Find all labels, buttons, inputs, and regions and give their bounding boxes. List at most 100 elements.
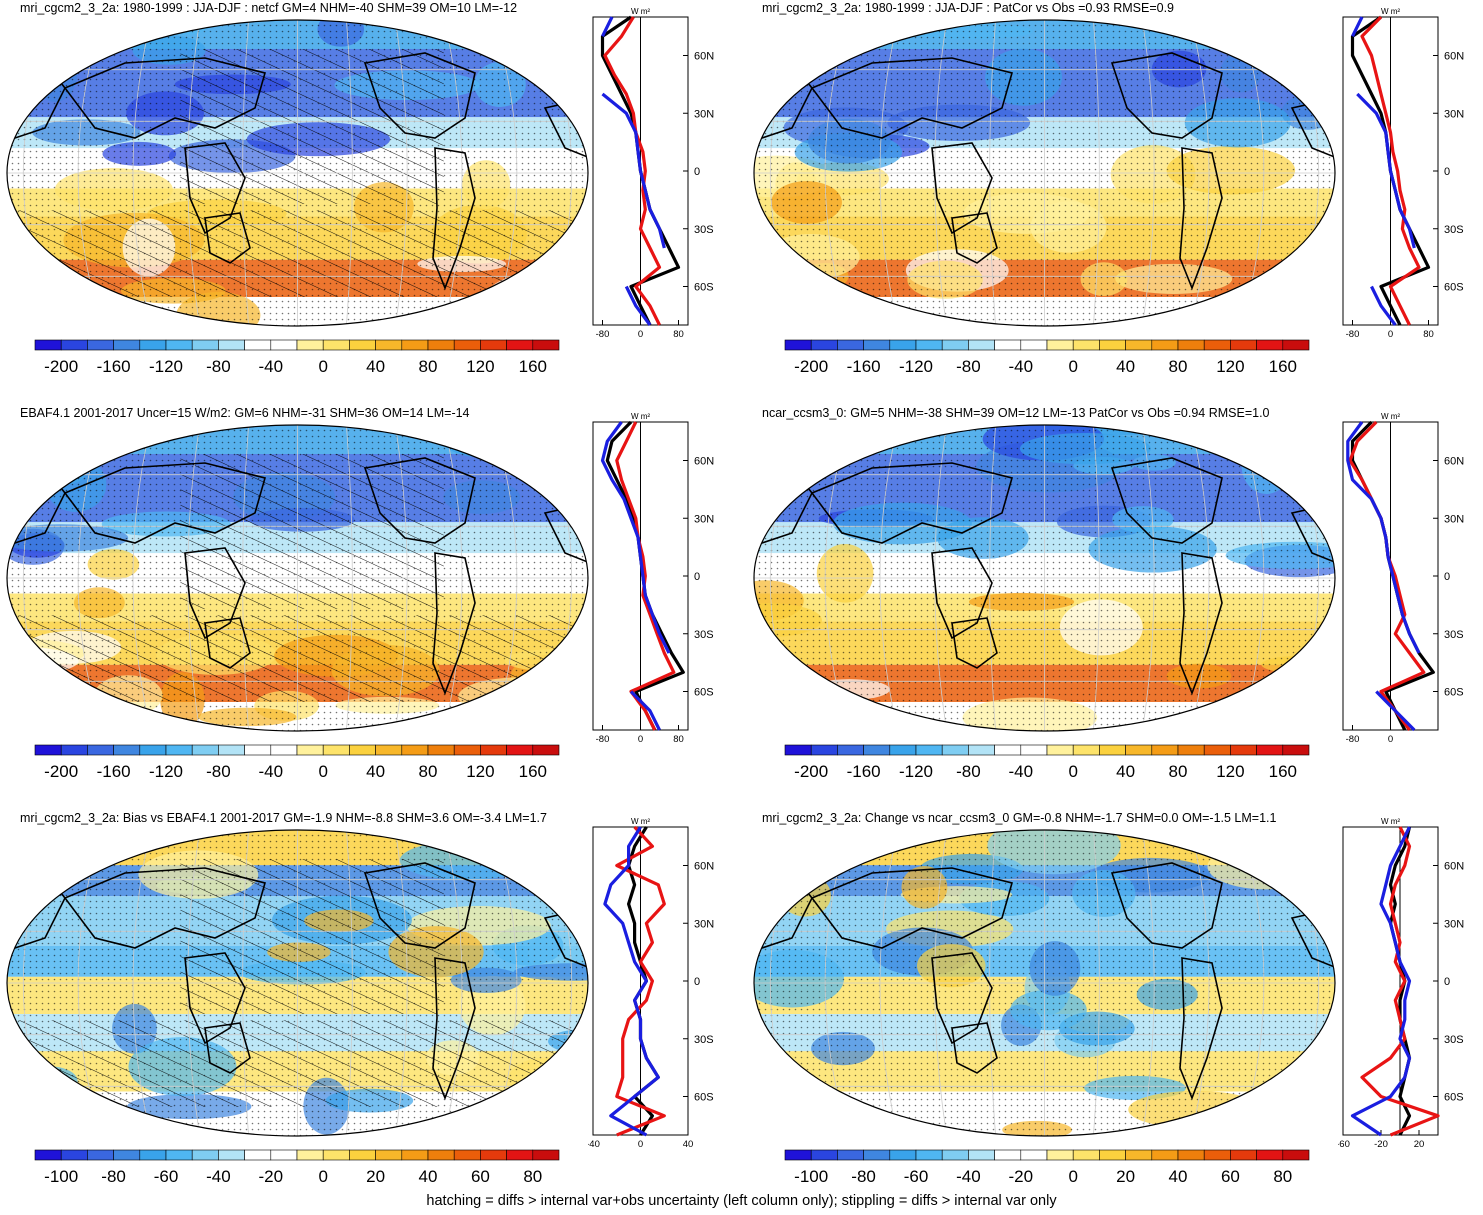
zonal-series-red: [1348, 420, 1426, 731]
colorbar-tick-label: -160: [847, 762, 881, 781]
zonal-unit-label: W m²: [1381, 7, 1400, 16]
zonal-series-red: [1360, 826, 1440, 1137]
colorbar-tick-label: 120: [1216, 762, 1244, 781]
panel-title-p5: mri_cgcm2_3_2a: Bias vs EBAF4.1 2001-201…: [20, 811, 547, 825]
panel-title-p2: mri_cgcm2_3_2a: 1980-1999 : JJA-DJF : Pa…: [762, 1, 1174, 15]
zonal-unit-label: W m²: [1381, 412, 1400, 421]
colorbar-tick-label: -40: [206, 1167, 231, 1186]
colorbar-swatch: [1203, 744, 1231, 756]
colorbar-tick-label: 80: [1169, 762, 1188, 781]
colorbar-swatch: [915, 339, 943, 351]
colorbar-swatch: [1072, 744, 1100, 756]
colorbar-tick-label: -120: [899, 762, 933, 781]
panel-title-p4: ncar_ccsm3_0: GM=5 NHM=-38 SHM=39 OM=12 …: [762, 406, 1270, 420]
colorbar-swatch: [1282, 744, 1310, 756]
colorbar-swatch: [1203, 339, 1231, 351]
colorbar-swatch: [165, 744, 193, 756]
colorbar-swatch: [994, 339, 1022, 351]
colorbar-tick-label: 80: [1169, 357, 1188, 376]
colorbar-tick-label: -200: [794, 762, 828, 781]
zonal-lat-tick-label: 60N: [1444, 51, 1464, 63]
panel-title-p3: EBAF4.1 2001-2017 Uncer=15 W/m2: GM=6 NH…: [20, 406, 470, 420]
figure-footnote: hatching = diffs > internal var+obs unce…: [426, 1193, 1057, 1209]
colorbar-tick-label: 160: [1269, 357, 1297, 376]
zonal-lat-tick-label: 30N: [1444, 918, 1464, 930]
colorbar-tick-label: 80: [523, 1167, 542, 1186]
colorbar-tick-label: 80: [1273, 1167, 1292, 1186]
colorbar-tick-label: -20: [1009, 1167, 1034, 1186]
colorbar-tick-label: -20: [259, 1167, 284, 1186]
colorbar-swatch: [480, 339, 507, 351]
colorbar-swatch: [915, 744, 943, 756]
zonal-series-red: [615, 421, 676, 731]
zonal-plot-p5: W m² -40 0 40 60N 30N 0 30S 60S: [588, 817, 714, 1150]
colorbar-swatch: [1177, 1149, 1205, 1161]
colorbar-swatch: [480, 744, 507, 756]
colorbar-swatch: [1125, 339, 1153, 351]
zonal-xtick-label: 20: [1414, 1139, 1425, 1150]
colorbar-tick-label: -160: [847, 357, 881, 376]
colorbar-tick-label: 60: [1221, 1167, 1240, 1186]
colorbar-swatch: [218, 339, 245, 351]
map-p1: [6, 19, 589, 327]
colorbar-swatch: [401, 1149, 429, 1161]
colorbar-swatch: [60, 339, 88, 351]
zonal-xtick-label: 40: [683, 1139, 694, 1150]
colorbar-swatch: [863, 339, 891, 351]
colorbar-swatch: [218, 744, 245, 756]
colorbar-tick-label: -80: [101, 1167, 126, 1186]
colorbar-tick-label: -60: [154, 1167, 179, 1186]
colorbar-swatch: [139, 744, 167, 756]
zonal-lat-tick-label: 0: [1444, 976, 1450, 988]
colorbar-p5: -100-80-60-40-20020406080100: [34, 1149, 560, 1186]
zonal-series-red: [615, 825, 666, 1137]
colorbar-swatch: [1072, 1149, 1100, 1161]
colorbar-p1: -200-160-120-80-4004080120160200: [34, 339, 560, 376]
zonal-lat-tick-label: 30N: [694, 513, 714, 525]
zonal-series-blue: [1350, 826, 1412, 1137]
zonal-lat-tick-label: 0: [1444, 571, 1450, 583]
colorbar-swatch: [506, 1149, 534, 1161]
zonal-lat-tick-label: 60N: [1444, 861, 1464, 873]
colorbar-swatch: [1282, 339, 1310, 351]
colorbar-tick-label: -40: [259, 357, 284, 376]
zonal-series-red: [1360, 15, 1421, 326]
colorbar-swatch: [532, 339, 560, 351]
panel-title-p6: mri_cgcm2_3_2a: Change vs ncar_ccsm3_0 G…: [762, 811, 1277, 825]
colorbar-swatch: [994, 1149, 1022, 1161]
colorbar-swatch: [139, 1149, 167, 1161]
zonal-xtick-label: 0: [638, 329, 643, 340]
zonal-xtick-label: 80: [673, 734, 684, 745]
zonal-lat-tick-label: 60N: [694, 861, 714, 873]
colorbar-tick-label: 0: [1068, 357, 1077, 376]
zonal-xtick-label: 0: [638, 1139, 643, 1150]
colorbar-swatch: [968, 1149, 995, 1161]
colorbar-swatch: [784, 1149, 812, 1161]
colorbar-swatch: [453, 744, 481, 756]
colorbar-tick-label: 0: [1068, 762, 1077, 781]
colorbar-swatch: [994, 744, 1022, 756]
colorbar-tick-label: -40: [259, 762, 284, 781]
colorbar-p2: -200-160-120-80-4004080120160200: [784, 339, 1310, 376]
colorbar-tick-label: -80: [851, 1167, 876, 1186]
colorbar-swatch: [941, 339, 969, 351]
zonal-xtick-label: 0: [638, 734, 643, 745]
zonal-lat-tick-label: 0: [1444, 166, 1450, 178]
map-p3: [6, 424, 589, 732]
colorbar-swatch: [375, 339, 403, 351]
zonal-xtick-label: 80: [673, 329, 684, 340]
colorbar-swatch: [87, 1149, 114, 1161]
zonal-lat-tick-label: 60N: [694, 51, 714, 63]
colorbar-swatch: [863, 1149, 891, 1161]
map-p2: [753, 19, 1336, 327]
colorbar-tick-label: 40: [366, 762, 385, 781]
zonal-xtick-label: -80: [1346, 329, 1360, 340]
colorbar-swatch: [810, 744, 838, 756]
colorbar-swatch: [1046, 744, 1074, 756]
colorbar-tick-label: 0: [1068, 1167, 1077, 1186]
colorbar-tick-label: -100: [794, 1167, 828, 1186]
zonal-plot-p1: W m² -80 0 80 60N 30N 0 30S 60S: [592, 7, 714, 340]
zonal-lat-tick-label: 30S: [1444, 1034, 1464, 1046]
colorbar-swatch: [296, 1149, 324, 1161]
colorbar-swatch: [139, 339, 167, 351]
